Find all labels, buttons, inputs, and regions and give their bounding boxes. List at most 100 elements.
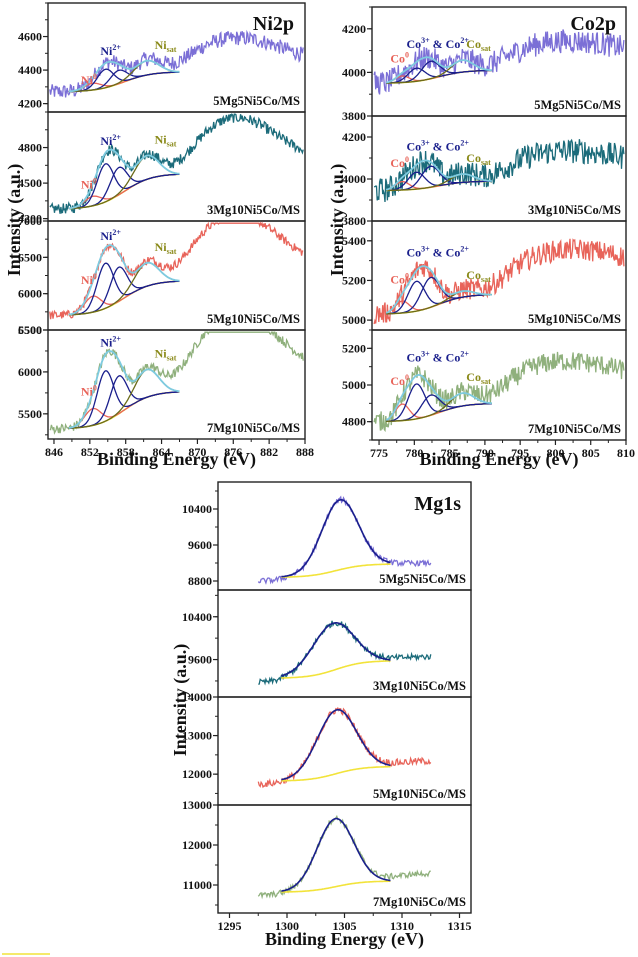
sample-label: 3Mg10Ni5Co/MS	[528, 203, 621, 217]
co0-label: Co0	[390, 271, 409, 286]
nisat-label: Nisat	[155, 133, 177, 149]
mg-fit-curve	[281, 817, 391, 892]
panel-3mg10ni5co-ms: 4200 4500 4800 3Mg10Ni5Co/MS Ni0 Ni2+ Nisat	[18, 111, 306, 226]
x-axis-label: Binding Energy (eV)	[97, 449, 256, 470]
x-tick-label: 864	[153, 445, 171, 459]
sample-label: 7Mg10Ni5Co/MS	[207, 421, 300, 435]
background-curve	[281, 880, 391, 893]
fit-envelope-curve	[385, 265, 492, 314]
co32-label: Co3+ & Co2+	[406, 139, 469, 154]
y-tick-label: 6500	[18, 323, 42, 337]
x-tick-label: 876	[224, 445, 242, 459]
co0-label: Co0	[390, 373, 409, 388]
y-tick-label: 9600	[188, 538, 212, 552]
raw-spectrum-line	[49, 29, 304, 98]
y-tick-label: 6000	[18, 287, 42, 301]
panel-5mg10ni5co-ms: 5000 5200 5400 5Mg10Ni5Co/MS Co0 Co3+ & Co2+ C…	[342, 220, 627, 331]
panel-3mg10ni5co-ms: 9600 10400 3Mg10Ni5Co/MS	[182, 589, 472, 698]
ni2-label: Ni2+	[100, 334, 121, 349]
y-tick-label: 6000	[18, 365, 42, 379]
ni0-label: Ni0	[81, 177, 97, 192]
y-tick-label: 4200	[342, 22, 366, 36]
x-tick-label: 846	[45, 445, 63, 459]
y-tick-label: 4500	[18, 176, 42, 190]
sample-label: 5Mg5Ni5Co/MS	[534, 98, 621, 112]
x-tick-label: 888	[296, 445, 314, 459]
x-axis-label: Binding Energy (eV)	[265, 929, 424, 950]
y-tick-label: 5000	[342, 378, 366, 392]
y-tick-label: 4200	[342, 130, 366, 144]
y-tick-label: 6500	[18, 250, 42, 264]
raw-spectrum-line	[49, 331, 304, 435]
x-tick-label: 1310	[390, 919, 414, 933]
sample-label: 5Mg10Ni5Co/MS	[207, 312, 300, 326]
sample-label: 5Mg10Ni5Co/MS	[373, 787, 466, 801]
chart-title: Co2p	[570, 13, 616, 35]
y-tick-label: 4000	[342, 65, 366, 79]
y-tick-label: 5000	[342, 313, 366, 327]
fit-envelope-curve	[385, 56, 492, 84]
y-axis-label: Intensity (a.u.)	[4, 164, 25, 277]
x-tick-label: 1305	[333, 919, 357, 933]
nisat-label: Nisat	[155, 240, 177, 256]
sample-label: 7Mg10Ni5Co/MS	[373, 895, 466, 909]
x-tick-label: 790	[476, 446, 494, 460]
x-tick-label: 780	[405, 446, 423, 460]
y-tick-label: 10400	[182, 610, 212, 624]
panel-5mg10ni5co-ms: 5500 6000 6500 7000 5Mg10Ni5Co/MS Ni0 Ni2+ Nisa…	[18, 214, 306, 337]
y-tick-label: 3800	[342, 109, 366, 123]
y-axis-label: Intensity (a.u.)	[327, 164, 348, 277]
panel-7mg10ni5co-ms: 4800 5000 5200 7Mg10Ni5Co/MS Co0 Co3+ & Co2+ C…	[342, 329, 635, 460]
fit-envelope-curve	[68, 148, 180, 210]
background-curve	[281, 765, 391, 782]
cosat-label: Cosat	[466, 151, 491, 167]
panel-5mg5ni5co-ms: 8800 9600 10400 5Mg5Ni5Co/MS	[182, 481, 472, 591]
y-tick-label: 4600	[18, 30, 42, 44]
y-tick-label: 13000	[182, 798, 212, 812]
ni2-label: Ni2+	[100, 133, 121, 148]
y-tick-label: 5500	[18, 407, 42, 421]
x-tick-label: 800	[546, 446, 564, 460]
raw-spectrum-line	[373, 29, 625, 95]
sample-label: 5Mg5Ni5Co/MS	[213, 94, 300, 108]
y-tick-label: 12000	[182, 838, 212, 852]
sample-label: 7Mg10Ni5Co/MS	[528, 422, 621, 436]
y-tick-label: 5200	[342, 341, 366, 355]
y-tick-label: 4400	[18, 63, 42, 77]
x-tick-label: 805	[582, 446, 600, 460]
y-tick-label: 9600	[188, 653, 212, 667]
co32-label: Co3+ & Co2+	[406, 245, 469, 260]
mg-fit-curve	[281, 621, 391, 677]
fit-envelope-curve	[68, 59, 180, 93]
cosat-label: Cosat	[466, 268, 491, 284]
y-tick-label: 5400	[342, 234, 366, 248]
x-tick-label: 1315	[448, 919, 472, 933]
y-tick-label: 5200	[342, 273, 366, 287]
x-axis-label: Binding Energy (eV)	[419, 449, 578, 470]
y-axis-label: Intensity (a.u.)	[170, 644, 191, 757]
co32-label: Co3+ & Co2+	[406, 36, 469, 51]
chart-title: Ni2p	[253, 13, 294, 35]
raw-spectrum-line	[257, 706, 432, 789]
y-tick-label: 11000	[183, 878, 212, 892]
mg-fit-curve	[281, 708, 391, 781]
x-tick-label: 858	[117, 445, 135, 459]
raw-spectrum-line	[49, 112, 304, 214]
co32-label: Co3+ & Co2+	[406, 350, 469, 365]
co0-label: Co0	[390, 51, 409, 66]
chart-title: Mg1s	[414, 493, 461, 515]
cosat-label: Cosat	[466, 370, 491, 386]
y-tick-label: 7000	[18, 214, 42, 228]
ni0-label: Ni0	[81, 272, 97, 287]
panel-5mg10ni5co-ms: 12000 13000 14000 5Mg10Ni5Co/MS	[182, 690, 472, 806]
x-tick-label: 795	[511, 446, 529, 460]
y-tick-label: 5500	[18, 323, 42, 337]
fit-envelope-curve	[385, 159, 492, 191]
sample-label: 3Mg10Ni5Co/MS	[207, 203, 300, 217]
